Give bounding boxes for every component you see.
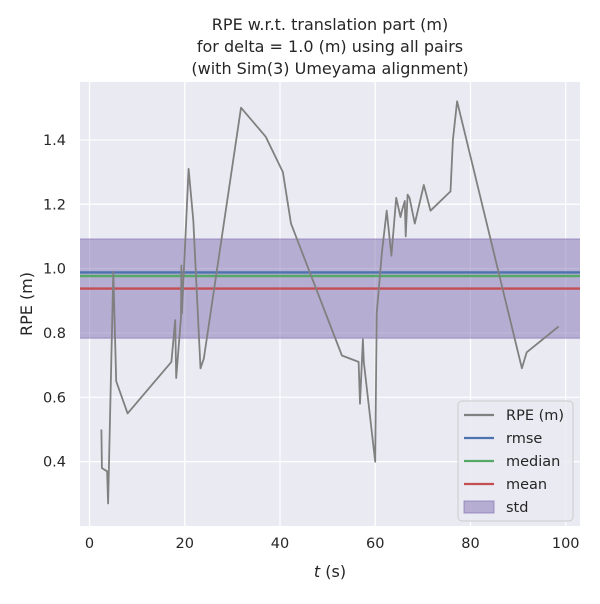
- chart-title-line-2: for delta = 1.0 (m) using all pairs: [197, 37, 463, 56]
- legend-label: std: [506, 500, 528, 516]
- y-tick-label: 0.6: [43, 390, 66, 406]
- x-axis-label: t (s): [314, 562, 346, 581]
- y-axis-label: RPE (m): [17, 272, 36, 336]
- y-tick-label: 1.4: [43, 133, 66, 149]
- x-tick-label: 100: [552, 536, 580, 552]
- legend-label: rmse: [506, 431, 542, 447]
- x-tick-label: 80: [461, 536, 479, 552]
- x-axis-unit: (s): [320, 562, 346, 581]
- x-tick-label: 40: [271, 536, 289, 552]
- series-layer: [100, 100, 560, 505]
- chart-title-line-3: (with Sim(3) Umeyama alignment): [191, 59, 468, 78]
- stat-lines-layer: [80, 271, 580, 290]
- legend-label: mean: [506, 477, 547, 493]
- y-ticks: 0.4 0.6 0.8 1.0 1.2 1.4: [43, 133, 66, 471]
- chart-title-line-1: RPE w.r.t. translation part (m): [212, 15, 448, 34]
- series-line-rpe: [100, 100, 560, 505]
- y-tick-label: 1.2: [43, 197, 66, 213]
- x-tick-label: 60: [366, 536, 384, 552]
- x-axis-var: t: [314, 562, 321, 581]
- x-tick-label: 20: [176, 536, 194, 552]
- legend-swatch: [463, 500, 495, 514]
- x-tick-label: 0: [85, 536, 94, 552]
- legend: RPE (m) rmse median mean std: [457, 400, 574, 522]
- legend-label: median: [506, 454, 560, 470]
- y-tick-label: 0.8: [43, 326, 66, 342]
- x-ticks: 0 20 40 60 80 100: [85, 536, 580, 552]
- legend-label: RPE (m): [506, 408, 564, 424]
- y-tick-label: 1.0: [43, 262, 66, 278]
- y-tick-label: 0.4: [43, 455, 66, 471]
- legend-box: [457, 400, 574, 522]
